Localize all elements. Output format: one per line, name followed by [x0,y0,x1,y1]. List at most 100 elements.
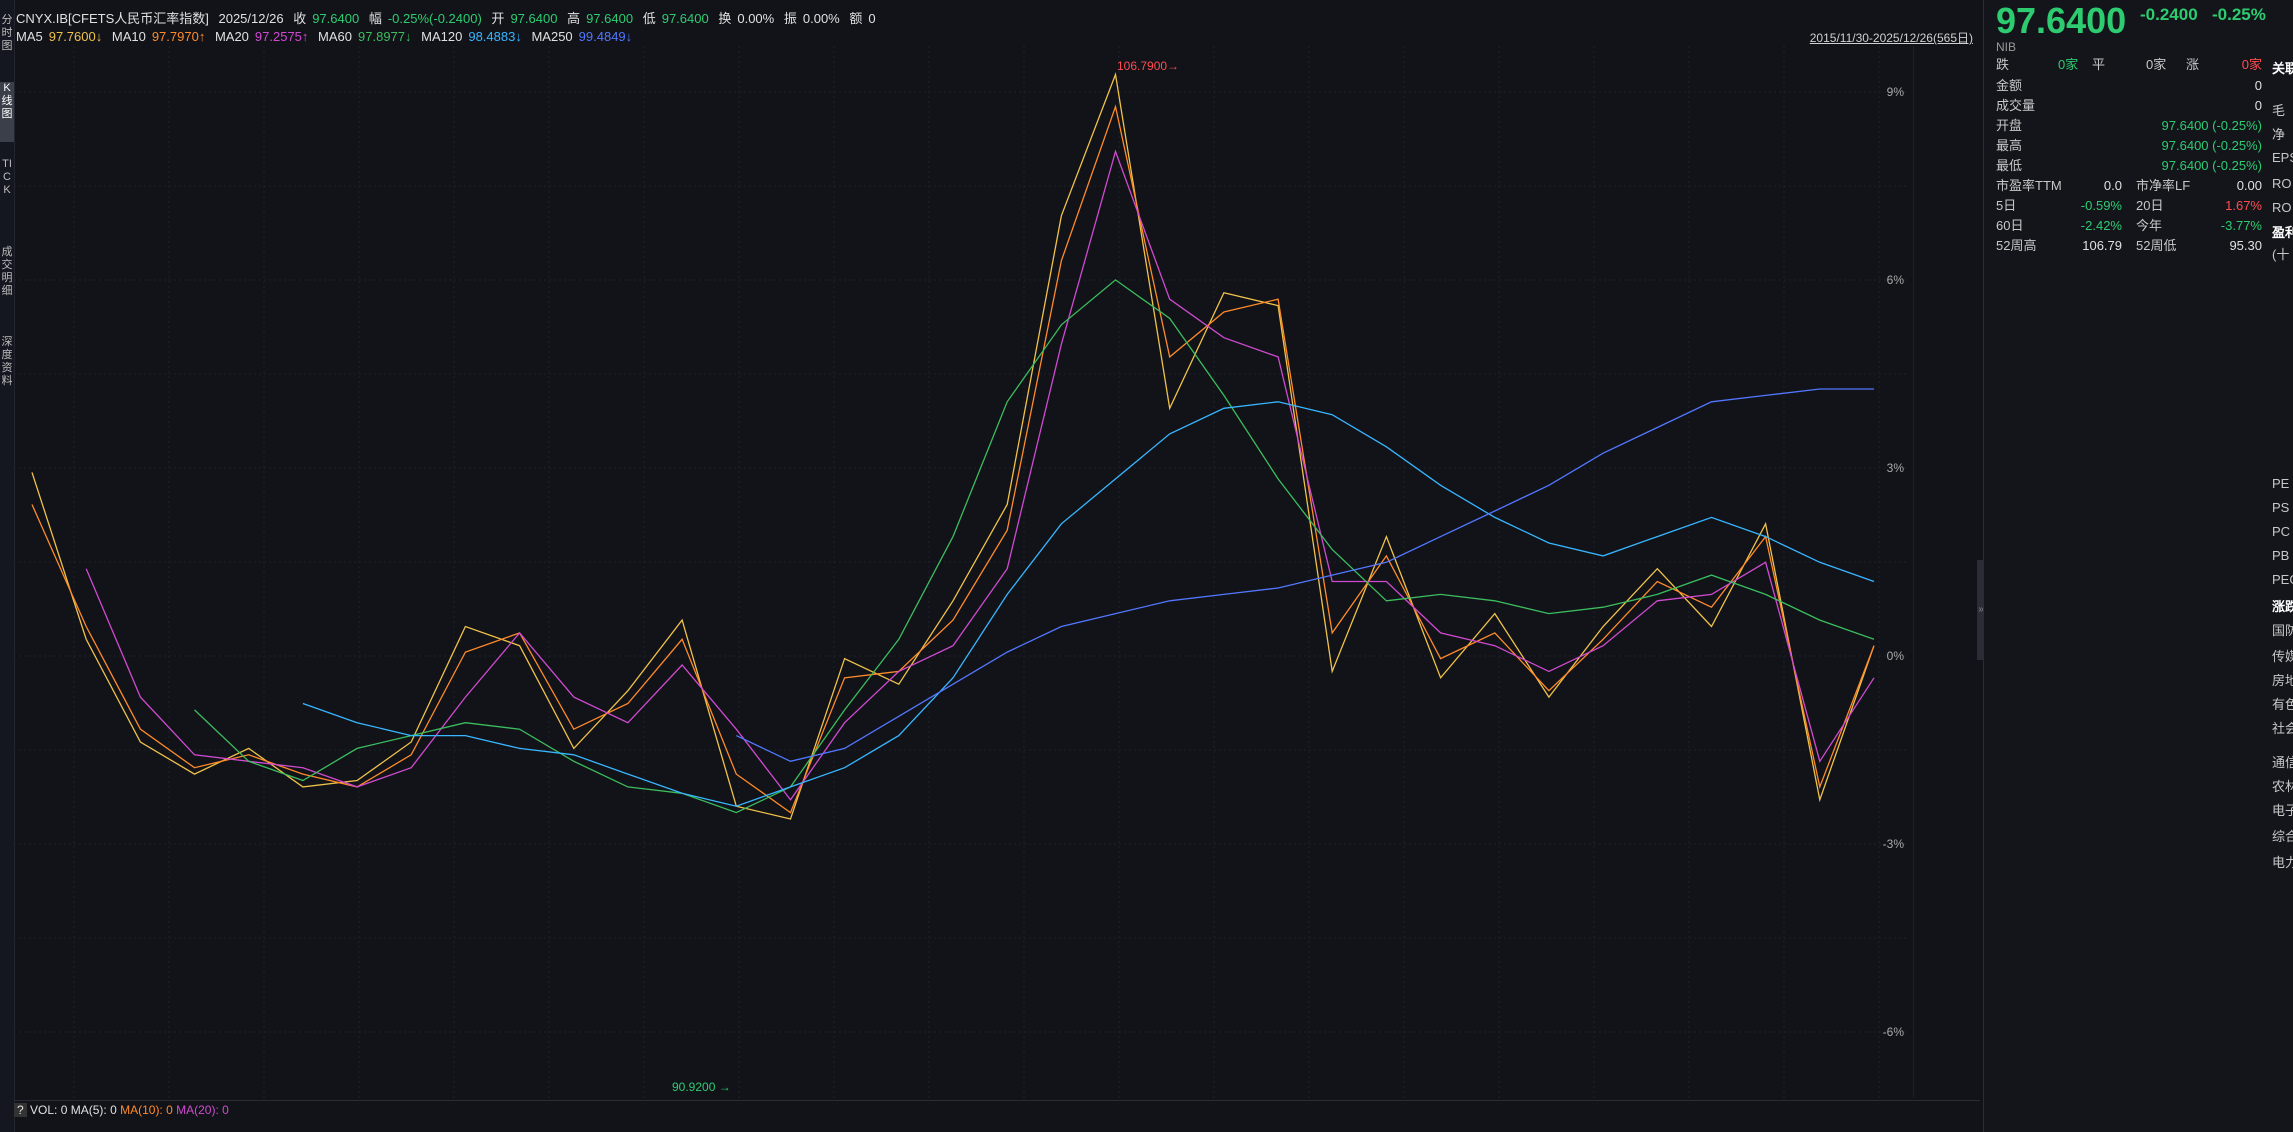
chart-grid [14,46,1914,1098]
side-edge-item[interactable]: 电子 [2272,803,2293,818]
high-value: 97.6400 (-0.25%) [2161,138,2262,153]
d5-label: 5日 [1996,198,2017,213]
ma5-value: 97.7600↓ [48,29,103,44]
rise-label: 涨 [2186,57,2200,72]
amp-label: 幅 [368,11,382,26]
w52h-label: 52周高 [1996,238,2037,253]
flat-count: 0家 [2146,57,2167,72]
swing-label: 振 [783,11,797,26]
tab-tick[interactable]: TICK [2,158,12,196]
series-line-ma10 [31,104,1875,814]
volume-row: 成交量 0 [1996,97,2262,115]
tab-depth-data[interactable]: 深度资料 [1,336,13,387]
ma60-value: 97.8977↓ [358,29,412,44]
y-tick-label: 6% [1887,273,1905,287]
flat-label: 平 [2092,57,2106,72]
tab-trade-detail[interactable]: 成交明细 [1,246,13,297]
side-edge-item[interactable]: 传媒 [2272,649,2293,664]
vol-value: VOL: 0 [30,1103,68,1117]
ma120-value: 98.4883↓ [468,29,522,44]
date-range[interactable]: 2015/11/30-2025/12/26(565日) [1809,31,1973,45]
side-edge-item[interactable]: PS [2272,500,2290,515]
symbol-name[interactable]: CNYX.IB[CFETS人民币汇率指数] [16,11,209,26]
open-value: 97.6400 (-0.25%) [2161,118,2262,133]
side-edge-item[interactable]: 有色 [2272,697,2293,712]
d5-cell: 5日 -0.59% [1996,197,2122,215]
side-edge-item[interactable]: PEG [2272,572,2293,587]
w52l-value: 95.30 [2229,238,2262,253]
collapse-panel-icon[interactable]: » [1977,560,1985,660]
ma-lines [31,72,1875,820]
series-line-ma120 [302,401,1875,807]
side-edge-item[interactable]: 社会 [2272,721,2293,736]
side-edge-item[interactable]: 盈利 [2272,225,2293,240]
amount-value: 0 [2254,78,2262,93]
side-edge-item[interactable]: 通信 [2272,755,2293,770]
y-tick-label: -6% [1883,1025,1905,1039]
pe-value: 0.0 [2103,178,2122,193]
rise-count: 0家 [2241,57,2262,72]
side-edge-item[interactable]: 房地 [2272,673,2293,688]
low-row: 最低 97.6400 (-0.25%) [1996,157,2262,175]
ytd-label: 今年 [2136,218,2163,233]
low-value: 97.6400 [661,11,709,26]
pb-cell: 市净率LF 0.00 [2136,177,2262,195]
side-edge-item[interactable]: 国防 [2272,623,2293,638]
side-edge-item[interactable]: PC [2272,524,2291,539]
y-tick-label: 0% [1887,649,1905,663]
vol-ma5: MA(5): 0 [70,1103,117,1117]
high-label: 高 [567,11,581,26]
vol-ma20: MA(20): 0 [176,1103,229,1117]
volume-value: 0 [2254,98,2262,113]
series-line-ma250 [736,388,1874,762]
open-value: 97.6400 [510,11,558,26]
series-line-ma5 [31,72,1875,820]
side-edge-item[interactable]: 电力 [2272,855,2293,870]
d20-label: 20日 [2136,198,2164,213]
low-value: 97.6400 (-0.25%) [2161,158,2262,173]
w52l-label: 52周低 [2136,238,2177,253]
d60-cell: 60日 -2.42% [1996,217,2122,235]
side-edge-item[interactable]: PE [2272,476,2290,491]
kline-chart[interactable]: 9% 6% 3% 0% -3% -6% 106.7900→ 90.9200 → [14,46,1914,1098]
last-price: 97.6400 [1996,0,2127,41]
side-edge-item[interactable]: (十 [2272,247,2290,262]
left-toolbar: 分时图 K线图 TICK 成交明细 深度资料 [0,0,15,1132]
side-edge-item[interactable]: 综合 [2272,829,2293,844]
side-edge-item[interactable]: 涨跌 [2272,599,2293,614]
side-edge-item[interactable]: EPS [2272,150,2293,165]
ma250-value: 99.4849↓ [578,29,633,44]
ma20-value: 97.2575↑ [254,29,309,44]
side-edge-item[interactable]: 农林 [2272,779,2293,794]
volume-label: 成交量 [1996,98,2036,113]
amount-label: 额 [849,11,863,26]
turnover-value: 0.00% [737,11,775,26]
ma120-label: MA120 [421,29,463,44]
high-row: 最高 97.6400 (-0.25%) [1996,137,2262,155]
series-line-ma20 [85,149,1875,801]
w52h-value: 106.79 [2082,238,2122,253]
side-edge-item[interactable]: RO [2272,176,2292,191]
side-edge-item[interactable]: 净 [2272,127,2286,142]
side-edge-item[interactable]: PB [2272,548,2290,563]
y-tick-label: 3% [1887,461,1905,475]
turnover-label: 换 [718,11,732,26]
quote-info-bar: CNYX.IB[CFETS人民币汇率指数] 2025/12/26 收 97.640… [16,8,1976,26]
ma5-label: MA5 [16,29,43,44]
y-tick-label: -3% [1883,837,1905,851]
tab-timeshare[interactable]: 分时图 [1,14,13,52]
quote-panel [1983,0,2293,1132]
fall-label: 跌 [1996,57,2010,72]
help-icon[interactable]: ? [14,1103,27,1117]
side-edge-item[interactable]: 毛 [2272,103,2286,118]
period-high-label: 106.7900→ [1117,59,1179,73]
side-edge-item[interactable]: RO [2272,200,2292,215]
ma10-value: 97.7970↑ [151,29,206,44]
ma250-label: MA250 [531,29,573,44]
side-edge-item[interactable]: 关联 [2272,61,2293,76]
period-low-label: 90.9200 → [672,1080,731,1094]
amp-value: -0.25%(-0.2400) [387,11,482,26]
amount-label: 金额 [1996,78,2023,93]
tab-kline[interactable]: K线图 [0,82,14,142]
open-label: 开盘 [1996,118,2023,133]
